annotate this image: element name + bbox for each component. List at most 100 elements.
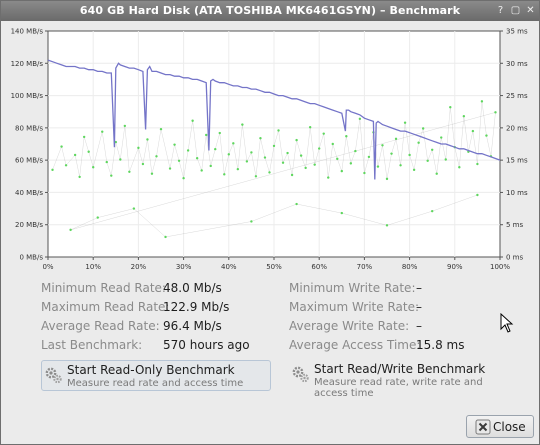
seek-line	[174, 144, 180, 161]
close-button[interactable]: Close	[466, 415, 534, 438]
seek-line	[111, 142, 116, 176]
access-time-point	[281, 161, 285, 164]
access-time-point	[431, 209, 434, 213]
min-write-rate-label: Minimum Write Rate:	[289, 281, 416, 295]
access-time-point	[349, 162, 353, 165]
access-time-point	[128, 170, 131, 173]
seek-line	[319, 133, 324, 149]
y-left-tick-label: 120 MB/s	[11, 60, 44, 68]
seek-line	[472, 131, 478, 165]
close-window-button[interactable]: ✕	[526, 5, 535, 16]
access-time-point	[123, 124, 127, 128]
access-time-point	[227, 153, 230, 156]
seek-line	[269, 145, 275, 173]
seek-line	[445, 107, 451, 160]
access-time-point	[92, 166, 95, 169]
seek-line	[210, 149, 216, 166]
access-time-point	[177, 159, 181, 162]
access-time-point	[381, 144, 384, 147]
seek-line	[228, 143, 234, 155]
access-time-point	[462, 115, 466, 118]
title-bar[interactable]: 640 GB Hard Disk (ATA TOSHIBA MK6461GSYN…	[1, 1, 539, 21]
seek-line	[418, 128, 424, 143]
access-time-point	[186, 149, 190, 152]
seek-line	[183, 150, 189, 179]
y-left-tick-label: 80 MB/s	[15, 124, 43, 132]
seek-line	[459, 116, 465, 168]
access-time-point	[209, 164, 212, 168]
start-read-write-benchmark-button[interactable]: Start Read/Write Benchmark Measure read …	[289, 360, 519, 399]
avg-access-time-label: Average Access Time:	[289, 338, 421, 352]
seek-line	[278, 130, 284, 163]
seek-line	[70, 112, 496, 231]
seek-line	[454, 147, 460, 168]
seek-line	[368, 132, 374, 157]
access-time-point	[480, 100, 484, 103]
read-write-title: Start Read/Write Benchmark	[314, 362, 486, 376]
access-time-point	[286, 151, 289, 155]
seek-line	[300, 155, 306, 168]
seek-line	[88, 151, 94, 168]
read-only-title: Start Read-Only Benchmark	[67, 363, 235, 377]
y-right-tick-label: 30 ms	[506, 60, 528, 68]
restore-button[interactable]: ▢	[510, 5, 521, 16]
access-time-point	[250, 220, 253, 223]
access-time-point	[132, 207, 136, 210]
access-time-point	[105, 160, 108, 164]
start-read-only-benchmark-button[interactable]: Start Read-Only Benchmark Measure read r…	[41, 360, 271, 391]
access-time-point	[340, 211, 343, 215]
seek-line	[215, 132, 220, 150]
seek-line	[246, 152, 252, 162]
seek-line	[359, 118, 365, 174]
seek-line	[251, 203, 297, 222]
access-time-point	[141, 162, 145, 166]
seek-line	[255, 138, 261, 177]
access-time-point	[87, 150, 90, 153]
y-left-tick-label: 0 MB/s	[19, 254, 43, 262]
seek-line	[187, 120, 193, 151]
seek-line	[386, 153, 392, 179]
seek-line	[156, 129, 162, 157]
access-time-point	[331, 142, 334, 146]
access-time-point	[263, 156, 267, 159]
y-left-tick-label: 40 MB/s	[15, 189, 43, 197]
gears-icon	[292, 366, 309, 383]
access-time-point	[223, 173, 226, 176]
benchmark-chart: 0% 10% 20% 30% 40% 50% 60% 70% 80% 90% 100% 0 MB/s 2…	[1, 23, 539, 273]
access-time-point	[318, 147, 321, 150]
access-time-point	[250, 151, 253, 154]
help-button[interactable]: ?	[497, 5, 504, 16]
max-write-rate-label: Maximum Write Rate:	[289, 300, 419, 314]
max-read-rate-value: 122.9 Mb/s	[163, 300, 230, 314]
access-time-point	[476, 162, 479, 166]
access-time-point	[471, 129, 475, 133]
access-time-point	[444, 158, 447, 161]
seek-line	[432, 149, 437, 174]
seek-line	[341, 136, 347, 172]
seek-line	[450, 107, 455, 148]
seek-line	[386, 210, 433, 226]
access-time-point	[137, 146, 140, 150]
y-right-tick-label: 25 ms	[506, 92, 528, 100]
access-time-point	[376, 165, 380, 168]
avg-write-rate-label: Average Write Rate:	[289, 319, 410, 333]
gears-icon	[45, 367, 62, 384]
access-time-point	[254, 175, 258, 178]
access-time-point	[354, 149, 357, 153]
seek-line	[242, 124, 248, 162]
access-time-point	[313, 163, 316, 166]
seek-line	[468, 131, 474, 152]
seek-line	[413, 142, 419, 170]
access-time-point	[277, 129, 280, 132]
access-time-point	[155, 155, 158, 158]
seek-line	[151, 156, 157, 174]
access-time-point	[236, 167, 240, 171]
access-time-point	[485, 134, 488, 137]
access-time-point	[322, 132, 325, 135]
seek-line	[264, 157, 270, 173]
access-time-point	[245, 160, 249, 163]
stats-panel: Minimum Read Rate: 48.0 Mb/s Maximum Rea…	[1, 279, 539, 352]
access-time-point	[218, 131, 221, 135]
seek-line	[395, 138, 401, 166]
access-time-point	[82, 135, 86, 139]
